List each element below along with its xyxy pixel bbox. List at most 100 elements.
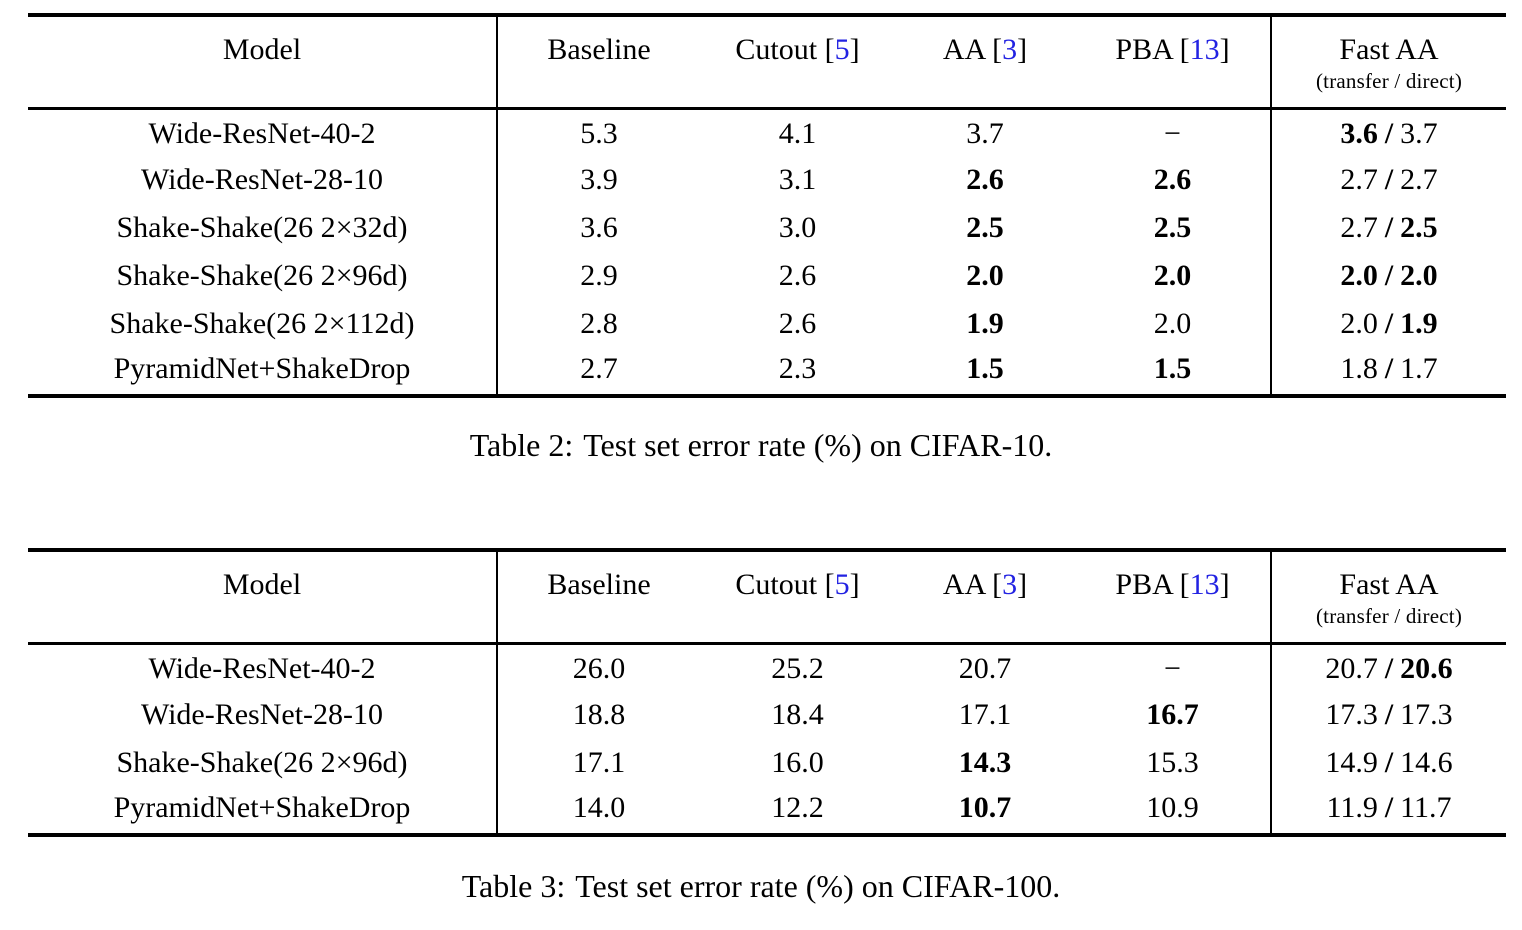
col-header-aa: AA [3] (895, 15, 1075, 110)
col-header-pba: PBA [13] (1075, 15, 1271, 110)
fastaa-value: 2.7/2.5 (1270, 204, 1506, 253)
col-header-fastaa-label: Fast AA (1339, 568, 1439, 601)
col-header-aa-bracket: ] (1017, 568, 1028, 601)
col-header-aa-bracket: ] (1017, 33, 1028, 66)
caption-text: Test set error rate (%) on CIFAR-100. (575, 868, 1061, 904)
fastaa-direct-number: 20.6 (1400, 652, 1453, 686)
pba-value: 2.0 (1075, 300, 1271, 348)
col-header-pba: PBA [13] (1075, 550, 1271, 645)
fastaa-transfer-number: 17.3 (1325, 697, 1378, 731)
cutout-value: 18.4 (771, 697, 824, 731)
cutout-value: 2.6 (778, 258, 817, 292)
model-name: Shake-Shake(26 2×96d) (116, 258, 408, 292)
model-name: PyramidNet+ShakeDrop (113, 791, 411, 825)
aa-value: 3.7 (895, 108, 1075, 156)
baseline-value: 3.6 (496, 204, 700, 253)
cutout-value: 3.1 (778, 162, 817, 196)
fastaa-separator: / (1384, 697, 1394, 731)
fastaa-direct-number: 17.3 (1400, 697, 1453, 731)
pba-value: 2.0 (1075, 252, 1271, 300)
fastaa-direct-number: 2.0 (1400, 258, 1438, 292)
fastaa-transfer-number: 1.8 (1340, 352, 1378, 386)
table-row: Wide-ResNet-28-10 18.8 18.4 17.1 16.7 17… (28, 691, 1506, 740)
table-row: Shake-Shake(26 2×96d) 2.9 2.6 2.0 2.0 2.… (28, 252, 1506, 301)
pba-value: − (1075, 643, 1271, 691)
pba-value: 16.7 (1075, 691, 1271, 739)
aa-citation-ref[interactable]: 3 (1002, 33, 1018, 66)
aa-number: 1.9 (966, 306, 1004, 340)
fastaa-direct-number: 14.6 (1400, 745, 1453, 779)
model-name: Wide-ResNet-28-10 (140, 697, 384, 731)
fastaa-value: 2.0/2.0 (1270, 252, 1506, 301)
table-row: Shake-Shake(26 2×96d) 17.1 16.0 14.3 15.… (28, 739, 1506, 788)
cutout-value: 16.0 (771, 745, 824, 779)
cifar10-results-table: Model Baseline Cutout [5] AA [3] PBA [13… (28, 13, 1506, 399)
fastaa-direct-number: 1.7 (1400, 352, 1438, 386)
fastaa-separator: / (1384, 258, 1394, 292)
fastaa-separator: / (1384, 652, 1394, 686)
fastaa-direct-number: 1.9 (1400, 306, 1438, 340)
fastaa-direct-number: 11.7 (1400, 791, 1452, 825)
col-header-fastaa: Fast AA (transfer / direct) (1270, 15, 1506, 110)
baseline-value: 2.9 (496, 252, 700, 301)
table-row: Wide-ResNet-40-2 26.0 25.2 20.7 − 20.7/2… (28, 643, 1506, 692)
baseline-value: 26.0 (496, 643, 700, 692)
aa-value: 14.3 (895, 739, 1075, 787)
pba-citation-ref[interactable]: 13 (1189, 568, 1220, 601)
fastaa-value: 11.9/11.7 (1270, 787, 1506, 836)
aa-number: 2.6 (966, 162, 1004, 196)
cutout-value: 12.2 (771, 791, 824, 825)
cutout-citation-ref[interactable]: 5 (834, 568, 850, 601)
pba-number: 2.5 (1153, 210, 1192, 244)
fastaa-transfer-number: 14.9 (1325, 745, 1378, 779)
aa-value: 2.0 (895, 252, 1075, 300)
col-header-model: Model (28, 550, 497, 645)
caption-label: Table 3: (461, 868, 566, 904)
pba-value: 2.6 (1075, 156, 1271, 204)
col-header-model: Model (28, 15, 497, 110)
model-name: Wide-ResNet-40-2 (148, 652, 376, 686)
fastaa-transfer-number: 2.0 (1340, 306, 1378, 340)
aa-citation-ref[interactable]: 3 (1002, 568, 1018, 601)
pba-value: 10.9 (1075, 787, 1271, 835)
fastaa-transfer-number: 2.7 (1340, 162, 1378, 196)
pba-value: 15.3 (1075, 739, 1271, 787)
cutout-value: 4.1 (778, 117, 817, 151)
fastaa-value: 3.6/3.7 (1270, 108, 1506, 157)
baseline-value: 2.8 (496, 300, 700, 349)
model-name: Wide-ResNet-28-10 (140, 162, 384, 196)
pba-value: − (1075, 108, 1271, 156)
baseline-value: 17.1 (496, 739, 700, 788)
aa-value: 2.6 (895, 156, 1075, 204)
fastaa-value: 14.9/14.6 (1270, 739, 1506, 788)
fastaa-direct-number: 2.7 (1400, 162, 1438, 196)
aa-number: 3.7 (966, 117, 1004, 151)
aa-number: 1.5 (966, 352, 1004, 386)
col-header-fastaa-subtitle: (transfer / direct) (1315, 603, 1463, 628)
col-header-cutout-bracket: ] (849, 568, 860, 601)
model-name: Shake-Shake(26 2×96d) (116, 745, 408, 779)
col-header-fastaa-label: Fast AA (1339, 33, 1439, 66)
cutout-citation-ref[interactable]: 5 (834, 33, 850, 66)
baseline-value: 3.9 (496, 156, 700, 205)
aa-value: 2.5 (895, 204, 1075, 252)
model-name: Shake-Shake(26 2×112d) (109, 306, 415, 340)
fastaa-transfer-number: 3.6 (1340, 117, 1378, 151)
table-row: Wide-ResNet-28-10 3.9 3.1 2.6 2.6 2.7/2.… (28, 156, 1506, 205)
aa-number: 2.5 (966, 210, 1004, 244)
table-row: PyramidNet+ShakeDrop 2.7 2.3 1.5 1.5 1.8… (28, 348, 1506, 397)
table-row: Wide-ResNet-40-2 5.3 4.1 3.7 − 3.6/3.7 (28, 108, 1506, 157)
col-header-cutout: Cutout [5] (700, 15, 895, 110)
pba-number: 16.7 (1146, 697, 1199, 731)
table-row: Shake-Shake(26 2×112d) 2.8 2.6 1.9 2.0 2… (28, 300, 1506, 349)
aa-value: 10.7 (895, 787, 1075, 835)
table-row: Shake-Shake(26 2×32d) 3.6 3.0 2.5 2.5 2.… (28, 204, 1506, 253)
table-row: PyramidNet+ShakeDrop 14.0 12.2 10.7 10.9… (28, 787, 1506, 836)
aa-value: 1.5 (895, 348, 1075, 396)
fastaa-separator: / (1384, 745, 1394, 779)
caption-label: Table 2: (469, 427, 574, 463)
col-header-aa: AA [3] (895, 550, 1075, 645)
col-header-cutout-label: Cutout [ (735, 568, 835, 601)
pba-citation-ref[interactable]: 13 (1189, 33, 1220, 66)
fastaa-value: 2.7/2.7 (1270, 156, 1506, 205)
